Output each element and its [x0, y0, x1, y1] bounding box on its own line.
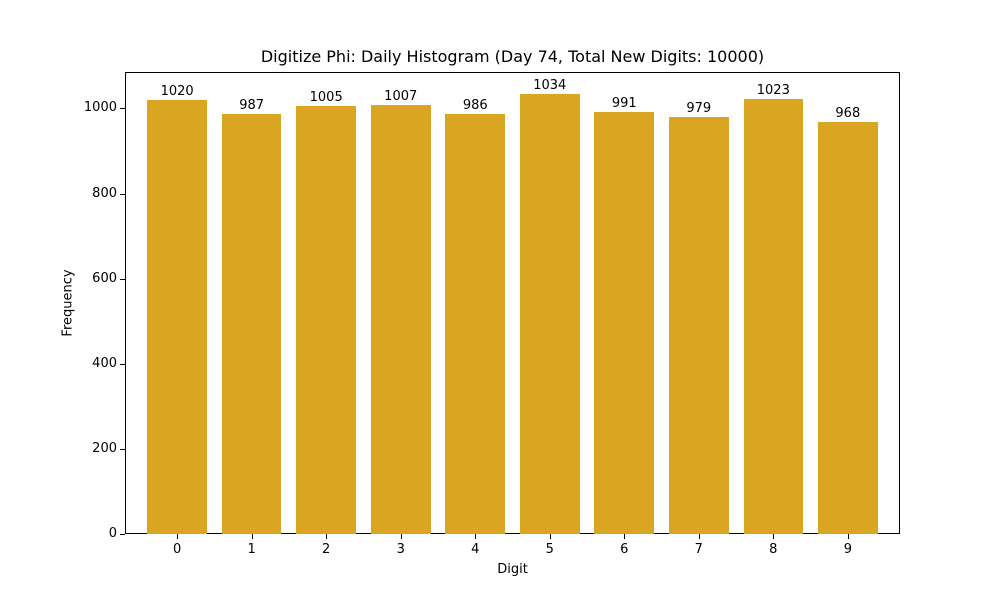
- x-tick-label: 1: [247, 542, 256, 557]
- bar-value-label: 1005: [309, 90, 343, 106]
- x-tick: [624, 534, 626, 539]
- bar-value-label: 1007: [384, 89, 418, 105]
- x-tick: [773, 534, 775, 539]
- x-tick-label: 2: [322, 542, 331, 557]
- bar-value-label: 991: [611, 96, 637, 112]
- x-tick: [698, 534, 700, 539]
- x-tick-label: 5: [545, 542, 554, 557]
- y-tick-label: 600: [92, 270, 117, 286]
- x-tick-label: 9: [843, 542, 852, 557]
- bar-value-label: 1023: [756, 82, 790, 98]
- x-tick: [400, 534, 402, 539]
- y-tick: [120, 278, 125, 280]
- x-tick-label: 7: [694, 542, 703, 557]
- y-tick-label: 1000: [83, 100, 117, 116]
- bar-digit-9: [818, 122, 878, 534]
- bar-digit-4: [445, 114, 506, 534]
- x-tick-label: 0: [173, 542, 182, 557]
- y-tick: [120, 534, 125, 535]
- y-axis-label: Frequency: [60, 269, 76, 337]
- bar-digit-3: [370, 105, 431, 534]
- y-tick-label: 200: [92, 440, 117, 456]
- x-tick: [475, 534, 477, 539]
- bar-digit-6: [594, 112, 655, 534]
- y-tick: [120, 363, 125, 365]
- x-tick-label: 8: [769, 542, 778, 557]
- x-tick-label: 6: [620, 542, 629, 557]
- bar-digit-5: [519, 94, 580, 534]
- x-tick: [251, 534, 253, 539]
- x-tick: [549, 534, 551, 539]
- x-axis-label: Digit: [497, 562, 528, 577]
- bar-value-label: 986: [462, 98, 488, 114]
- bar-value-label: 1020: [160, 83, 194, 99]
- bar-value-label: 987: [239, 98, 265, 113]
- y-tick: [120, 193, 125, 195]
- bar-digit-8: [743, 98, 804, 534]
- bar-digit-1: [221, 114, 282, 534]
- x-tick: [177, 534, 179, 539]
- plot-area: [125, 72, 900, 534]
- x-tick-label: 3: [396, 542, 405, 557]
- y-tick-label: 0: [108, 526, 117, 541]
- x-tick: [326, 534, 328, 539]
- y-tick: [120, 448, 125, 450]
- y-tick-label: 800: [92, 185, 117, 201]
- y-tick-label: 400: [92, 355, 117, 371]
- x-tick-label: 4: [471, 542, 480, 557]
- y-tick: [120, 108, 125, 110]
- bar-digit-0: [147, 99, 207, 534]
- bar-digit-2: [296, 106, 356, 534]
- bar-value-label: 979: [686, 101, 712, 117]
- chart-title: Digitize Phi: Daily Histogram (Day 74, T…: [260, 47, 765, 66]
- x-tick: [847, 534, 849, 539]
- bar-value-label: 1034: [533, 78, 567, 93]
- bar-digit-7: [668, 117, 729, 534]
- bar-value-label: 968: [835, 106, 861, 122]
